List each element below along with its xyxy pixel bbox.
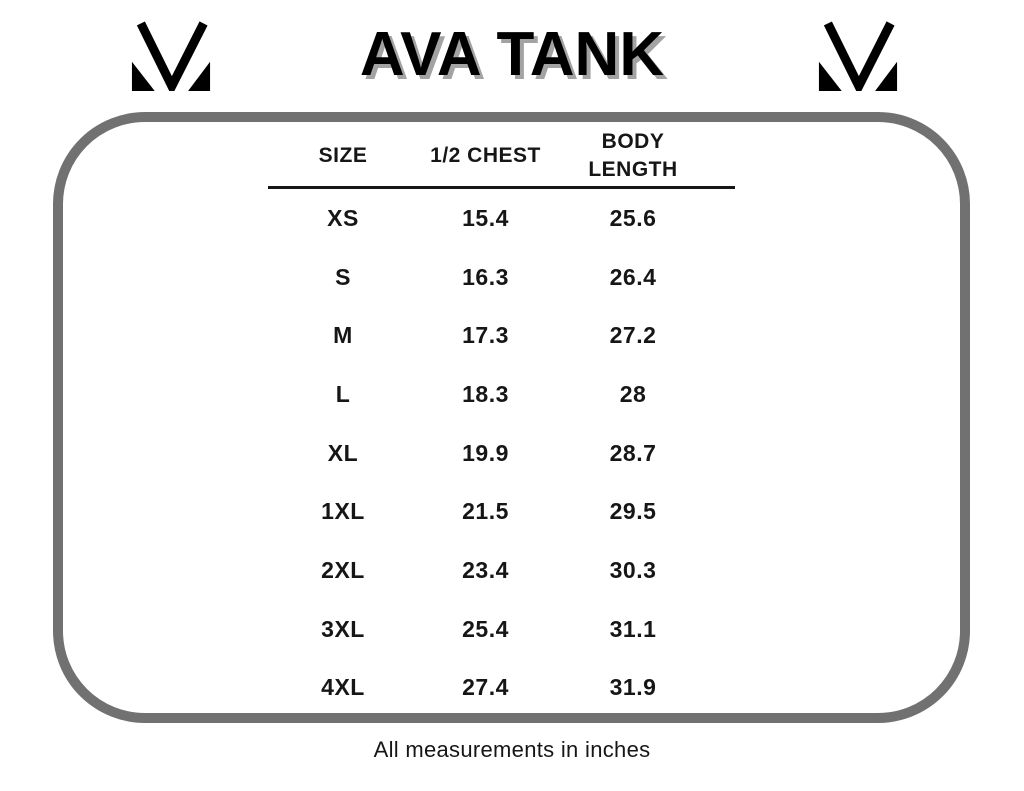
chest-cell: 19.9: [462, 439, 509, 466]
body-length-cell: 29.5: [609, 498, 657, 525]
body-length-cell: 31.1: [609, 615, 657, 642]
table-row: S 16.3 26.4: [268, 248, 735, 307]
size-cell: L: [335, 380, 351, 407]
body-length-cell: 28.7: [609, 439, 657, 466]
header-body-length: BODY LENGTH: [588, 130, 678, 181]
table-row: M 17.3 27.2: [268, 306, 735, 365]
header-half-chest: 1/2 CHEST: [430, 144, 541, 168]
body-length-cell: 28: [619, 380, 647, 407]
table-row: XL 19.9 28.7: [268, 424, 735, 483]
chest-cell: 18.3: [462, 380, 509, 407]
body-length-cell: 26.4: [609, 263, 657, 290]
size-cell: S: [335, 263, 351, 290]
body-length-cell: 30.3: [609, 556, 657, 583]
size-table: SIZE 1/2 CHEST BODY LENGTH XS 15.4 25.6 …: [268, 126, 735, 717]
size-cell: 3XL: [321, 615, 365, 642]
chest-cell: 25.4: [462, 615, 509, 642]
chest-cell: 16.3: [462, 263, 509, 290]
size-cell: M: [333, 322, 353, 349]
size-cell: 2XL: [321, 556, 365, 583]
brand-logo-icon: [131, 21, 211, 91]
page-title: AVA TANK: [359, 20, 665, 89]
size-cell: XS: [327, 204, 359, 231]
size-cell: 4XL: [321, 674, 365, 701]
brand-logo-icon: [818, 21, 898, 91]
table-header-row: SIZE 1/2 CHEST BODY LENGTH: [268, 126, 735, 189]
table-body: XS 15.4 25.6 S 16.3 26.4 M 17.3 27.2 L 1…: [268, 189, 735, 717]
chest-cell: 15.4: [462, 204, 509, 231]
body-length-cell: 31.9: [609, 674, 657, 701]
chest-cell: 23.4: [462, 556, 509, 583]
chest-cell: 27.4: [462, 674, 509, 701]
table-row: 2XL 23.4 30.3: [268, 541, 735, 600]
size-cell: XL: [327, 439, 359, 466]
body-length-cell: 25.6: [609, 204, 657, 231]
size-cell: 1XL: [321, 498, 365, 525]
chest-cell: 17.3: [462, 322, 509, 349]
table-row: L 18.3 28: [268, 365, 735, 424]
header-size: SIZE: [318, 144, 368, 168]
table-row: 1XL 21.5 29.5: [268, 482, 735, 541]
chest-cell: 21.5: [462, 498, 509, 525]
table-row: 4XL 27.4 31.9: [268, 659, 735, 718]
body-length-cell: 27.2: [609, 322, 657, 349]
table-row: XS 15.4 25.6: [268, 189, 735, 248]
rounded-frame: [53, 112, 970, 723]
table-row: 3XL 25.4 31.1: [268, 600, 735, 659]
footer-note: All measurements in inches: [373, 737, 651, 762]
